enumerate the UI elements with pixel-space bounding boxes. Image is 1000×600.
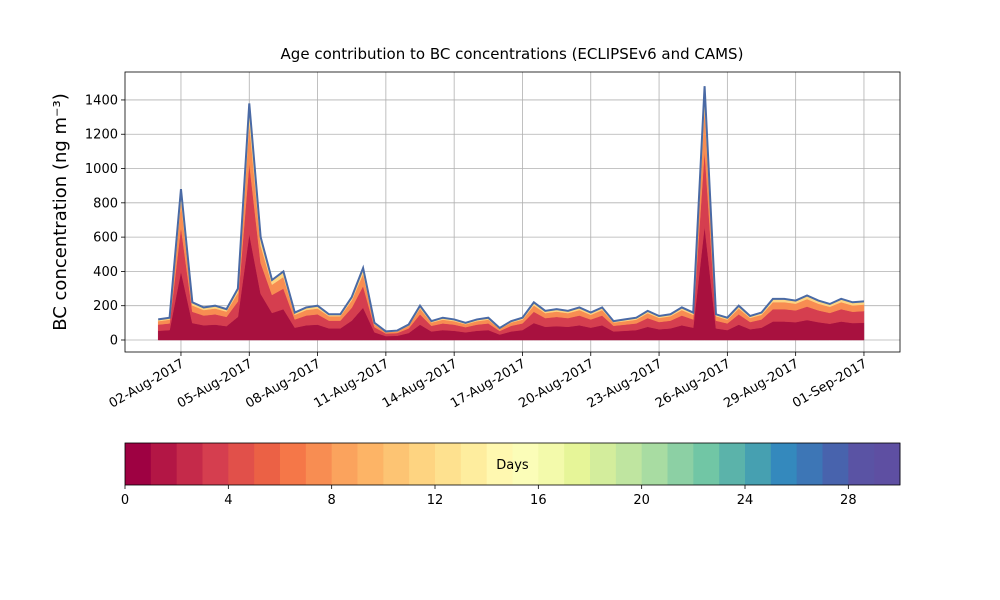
colorbar-cell [590, 443, 617, 485]
colorbar-cell [280, 443, 307, 485]
colorbar-cell [150, 443, 178, 485]
chart-title: Age contribution to BC concentrations (E… [281, 45, 744, 63]
colorbar-tick-label: 24 [737, 493, 754, 508]
colorbar-cell [641, 443, 668, 485]
colorbar-cell [564, 443, 591, 485]
top-line [158, 86, 865, 333]
colorbar-tick-label: 28 [840, 493, 857, 508]
x-tick-label: 05-Aug-2017 [175, 356, 255, 411]
colorbar-tick-label: 0 [121, 493, 129, 508]
colorbar-cell [693, 443, 720, 485]
colorbar-cell [254, 443, 281, 485]
colorbar-tick-label: 8 [328, 493, 336, 508]
colorbar-cell [770, 443, 798, 485]
colorbar-cell [357, 443, 384, 485]
colorbar-cell [538, 443, 565, 485]
y-tick-label: 600 [93, 231, 118, 246]
x-tick-label: 26-Aug-2017 [653, 356, 733, 411]
colorbar-cell [228, 443, 255, 485]
colorbar-cell [796, 443, 823, 485]
x-tick-label: 29-Aug-2017 [721, 356, 801, 411]
colorbar-cell [460, 443, 488, 485]
colorbar-cell [719, 443, 746, 485]
x-tick-label: 02-Aug-2017 [107, 356, 187, 411]
colorbar-cell [822, 443, 849, 485]
colorbar-label: Days [496, 458, 529, 473]
y-tick-label: 800 [93, 196, 118, 211]
colorbar-cell [202, 443, 229, 485]
colorbar-cell [435, 443, 462, 485]
colorbar-cell [874, 443, 901, 485]
colorbar-cell [615, 443, 643, 485]
colorbar-cell [667, 443, 694, 485]
x-tick-label: 14-Aug-2017 [380, 356, 460, 411]
plot-frame [124, 71, 901, 353]
y-tick-label: 1400 [85, 93, 118, 108]
y-tick-label: 0 [110, 333, 118, 348]
y-tick-label: 1200 [85, 128, 118, 143]
colorbar-tick-label: 12 [427, 493, 444, 508]
colorbar-cell [745, 443, 772, 485]
x-tick-label: 01-Sep-2017 [790, 356, 870, 411]
colorbar-cell [512, 443, 539, 485]
x-tick-label: 11-Aug-2017 [312, 356, 392, 411]
x-tick-label: 23-Aug-2017 [585, 356, 665, 411]
x-tick-label: 20-Aug-2017 [516, 356, 596, 411]
colorbar-cell [486, 443, 513, 485]
colorbar-cell [305, 443, 333, 485]
colorbar-cell [331, 443, 358, 485]
colorbar-cell [176, 443, 203, 485]
colorbar-cell [125, 443, 152, 485]
x-tick-label: 17-Aug-2017 [448, 356, 528, 411]
colorbar-tick-label: 20 [633, 493, 650, 508]
colorbar-cell [848, 443, 875, 485]
colorbar-frame [124, 442, 901, 486]
y-tick-label: 400 [93, 265, 118, 280]
colorbar-tick-label: 4 [224, 493, 232, 508]
colorbar-cell [409, 443, 436, 485]
x-tick-label: 08-Aug-2017 [243, 356, 323, 411]
y-tick-label: 200 [93, 299, 118, 314]
y-axis-label: BC concentration (ng m⁻³) [50, 93, 71, 331]
colorbar-cell [383, 443, 410, 485]
y-tick-label: 1000 [85, 162, 118, 177]
colorbar-tick-label: 16 [530, 493, 547, 508]
